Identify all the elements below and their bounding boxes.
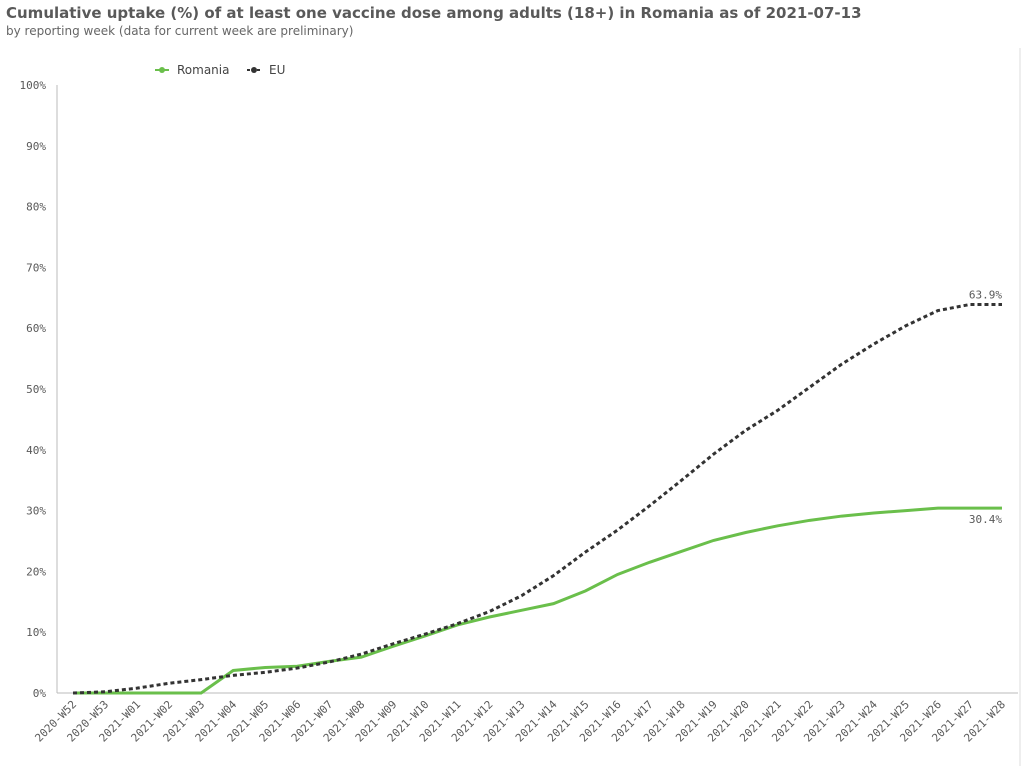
y-tick-label: 0% <box>33 687 47 700</box>
legend-marker <box>159 67 165 73</box>
y-tick-label: 80% <box>26 201 46 214</box>
legend-label: EU <box>269 63 285 77</box>
data-label: 63.9% <box>969 288 1002 301</box>
y-tick-label: 60% <box>26 322 46 335</box>
legend-label: Romania <box>177 63 229 77</box>
data-label: 30.4% <box>969 513 1002 526</box>
series-line <box>73 506 1002 695</box>
y-tick-label: 50% <box>26 383 46 396</box>
y-tick-label: 40% <box>26 444 46 457</box>
legend-marker <box>251 67 257 73</box>
y-tick-label: 20% <box>26 565 46 578</box>
y-tick-label: 90% <box>26 140 46 153</box>
chart-subtitle: by reporting week (data for current week… <box>6 24 353 38</box>
y-tick-label: 100% <box>20 79 47 92</box>
y-tick-label: 30% <box>26 505 46 518</box>
y-tick-label: 10% <box>26 626 46 639</box>
chart-title: Cumulative uptake (%) of at least one va… <box>6 4 862 22</box>
series-line <box>72 302 1002 695</box>
y-tick-label: 70% <box>26 261 46 274</box>
